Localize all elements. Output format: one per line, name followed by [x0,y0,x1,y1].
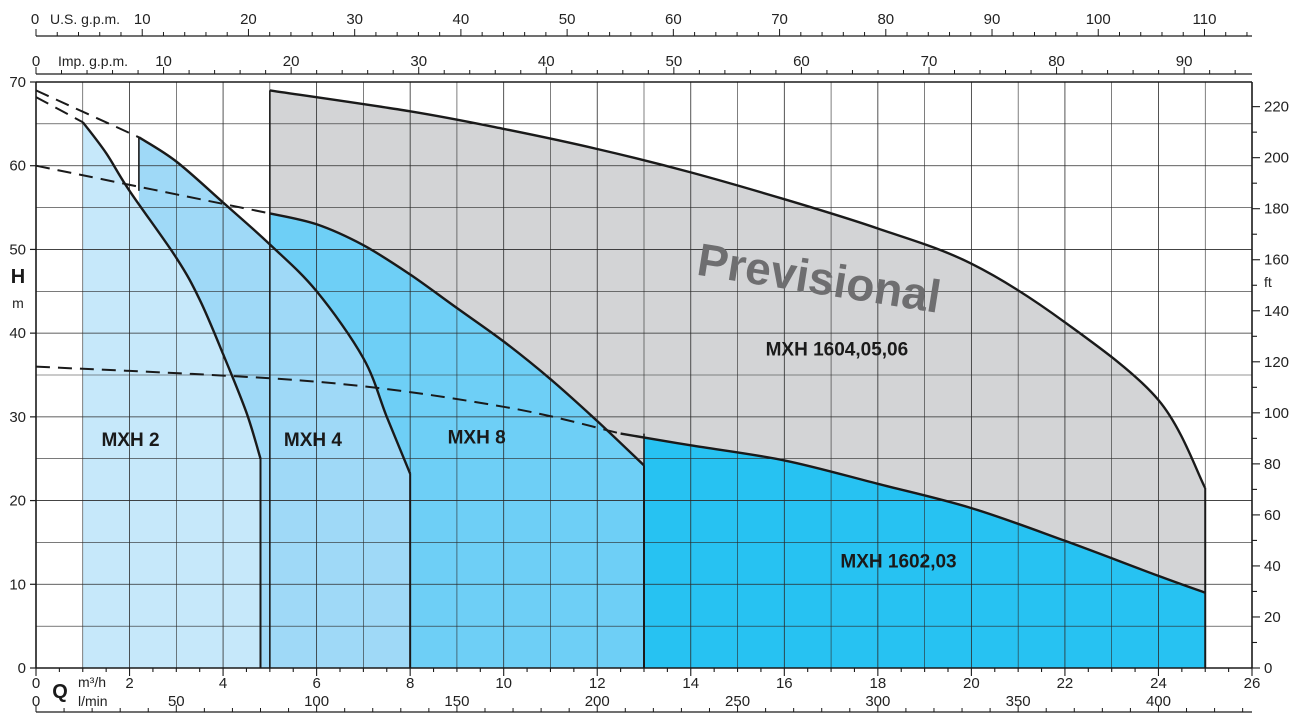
axis-labels: 010203040506070Hm02040608010012014016018… [9,11,1289,710]
tick-label-bottom: 24 [1150,675,1167,692]
tick-label-right: 40 [1264,558,1281,575]
tick-label-right: 100 [1264,405,1289,422]
us-gpm-unit: U.S. g.p.m. [50,11,120,27]
tick-label-left: 70 [9,74,26,91]
tick-label-left: 60 [9,158,26,175]
tick-label-lmin: 50 [168,693,185,710]
tick-label-bottom: 2 [125,675,133,692]
tick-label-imp-gpm: 90 [1176,53,1193,70]
series-label-mxh-8: MXH 8 [448,428,506,449]
tick-label-right: 180 [1264,201,1289,218]
dashed-line [35,365,621,435]
right-axis-unit: ft [1264,274,1272,290]
tick-label-lmin: 350 [1006,693,1031,710]
dashed-line [35,89,140,139]
tick-label-us-gpm: 110 [1193,11,1217,28]
tick-label-us-gpm: 80 [877,11,894,28]
tick-label-left: 20 [9,493,26,510]
tick-label-us-gpm: 90 [984,11,1001,28]
left-axis-unit: m [12,295,24,311]
tick-label-bottom: 14 [682,675,699,692]
tick-label-imp-gpm: 40 [538,53,555,70]
series-curves [81,89,1207,668]
tick-label-us-gpm: 30 [346,11,363,28]
tick-label-right: 0 [1264,660,1272,677]
lmin-axis-unit: l/min [78,693,108,709]
tick-label-lmin: 250 [725,693,750,710]
tick-label-bottom: 20 [963,675,980,692]
tick-label-us-gpm: 10 [134,11,151,28]
tick-label-right: 220 [1264,99,1289,116]
tick-label-bottom: 4 [219,675,227,692]
tick-label-us-gpm: 50 [559,11,576,28]
tick-label-imp-gpm: 70 [921,53,938,70]
curve-mxh-1604-05-06 [269,89,1207,489]
imp-gpm-unit: Imp. g.p.m. [58,53,128,69]
dashed-extensions [35,89,621,435]
tick-label-lmin: 300 [865,693,890,710]
series-label-mxh-1604-05-06: MXH 1604,05,06 [766,340,909,361]
bottom-axis-unit: m³/h [78,674,106,690]
series-label-mxh-2: MXH 2 [101,430,159,451]
tick-label-us-gpm: 60 [665,11,682,28]
axes [30,29,1260,713]
tick-label-left: 10 [9,576,26,593]
tick-label-right: 60 [1264,507,1281,524]
dashed-line [35,96,84,124]
tick-label-imp-gpm: 50 [666,53,683,70]
tick-label-right: 160 [1264,252,1289,269]
tick-label-left: 40 [9,325,26,342]
bottom-axis-label: Q [52,681,68,703]
tick-label-imp-gpm: 0 [32,53,40,70]
tick-label-lmin: 0 [32,693,40,710]
tick-label-imp-gpm: 80 [1048,53,1065,70]
tick-label-bottom: 22 [1057,675,1074,692]
tick-label-us-gpm: 100 [1086,11,1111,28]
series-label-mxh-1602-03: MXH 1602,03 [840,552,956,573]
curve-mxh-8 [269,212,645,467]
tick-label-right: 140 [1264,303,1289,320]
tick-label-bottom: 16 [776,675,793,692]
tick-label-us-gpm: 40 [453,11,470,28]
tick-label-us-gpm: 70 [771,11,788,28]
tick-label-us-gpm: 0 [31,11,39,28]
tick-label-bottom: 12 [589,675,606,692]
left-axis-label: H [11,266,25,288]
tick-label-bottom: 18 [870,675,887,692]
tick-label-left: 50 [9,241,26,258]
series-label-mxh-4: MXH 4 [284,430,343,451]
tick-label-right: 80 [1264,456,1281,473]
tick-label-lmin: 200 [585,693,610,710]
tick-label-lmin: 150 [444,693,469,710]
dashed-line [35,164,270,215]
tick-label-left: 30 [9,409,26,426]
curve-mxh-4 [138,136,412,475]
area-mxh-2 [82,122,261,668]
tick-label-left: 0 [18,660,26,677]
tick-label-right: 20 [1264,609,1281,626]
tick-label-bottom: 6 [312,675,320,692]
tick-label-imp-gpm: 60 [793,53,810,70]
tick-label-imp-gpm: 10 [155,53,172,70]
tick-label-bottom: 10 [495,675,512,692]
tick-label-imp-gpm: 30 [410,53,427,70]
tick-label-us-gpm: 20 [240,11,257,28]
curve-mxh-1602-03 [620,432,1206,594]
tick-label-bottom: 26 [1244,675,1261,692]
tick-label-bottom: 0 [32,675,40,692]
tick-label-imp-gpm: 20 [283,53,300,70]
tick-label-lmin: 100 [304,693,329,710]
tick-label-lmin: 400 [1146,693,1171,710]
tick-label-right: 200 [1264,150,1289,167]
curve-mxh-2 [81,121,262,460]
tick-label-right: 120 [1264,354,1289,371]
tick-label-bottom: 8 [406,675,414,692]
